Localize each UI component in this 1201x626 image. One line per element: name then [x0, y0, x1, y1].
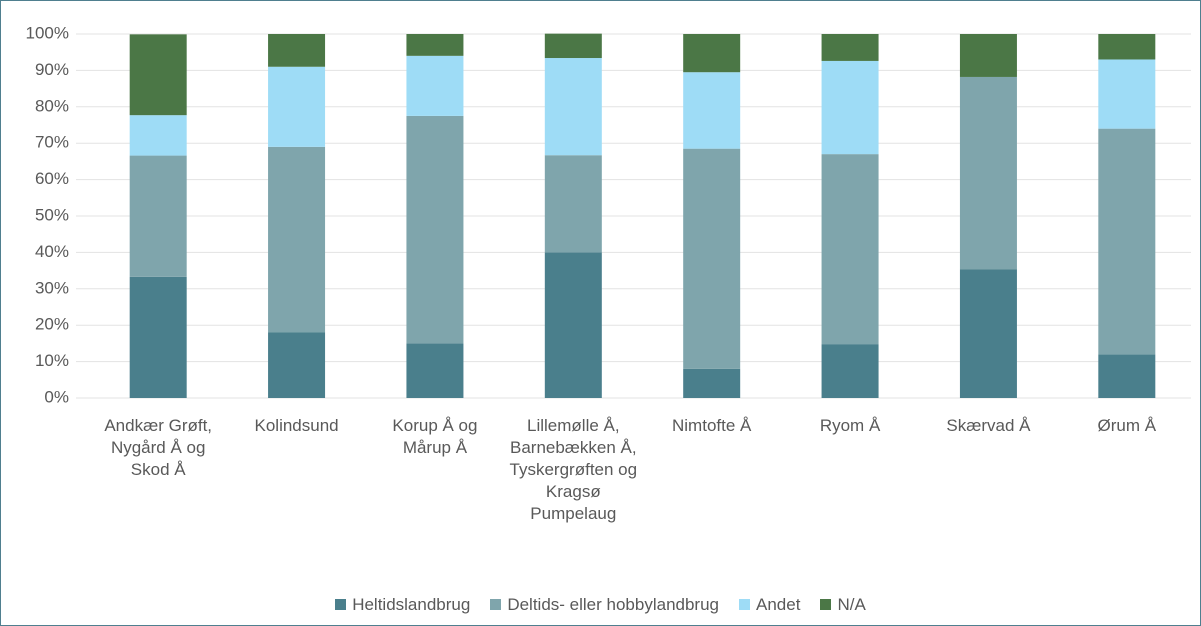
bar-segment	[821, 34, 879, 61]
y-tick-label: 80%	[35, 96, 69, 115]
bar-segment	[544, 155, 602, 253]
y-tick-label: 10%	[35, 351, 69, 370]
bar-segment	[821, 344, 879, 398]
bar-segment	[1098, 34, 1156, 60]
x-tick-label: Skærvad Å	[946, 416, 1031, 435]
y-tick-label: 50%	[35, 205, 69, 224]
bar-segment	[129, 115, 187, 156]
bar-segment	[406, 115, 464, 344]
x-tick-label: Andkær Grøft, Nygård Å og Skod Å	[104, 416, 213, 479]
legend-label: Andet	[756, 595, 801, 614]
legend-label: Heltidslandbrug	[352, 595, 471, 614]
x-tick-label: Nimtofte Å	[672, 416, 752, 435]
legend-swatch	[490, 599, 502, 610]
legend-swatch	[739, 599, 751, 610]
legend-swatch	[335, 599, 347, 610]
bar-segment	[959, 269, 1017, 398]
x-tick-label: Ryom Å	[819, 416, 881, 435]
bar-segment	[821, 60, 879, 155]
bar-segment	[683, 368, 741, 398]
bar-segment	[268, 332, 326, 398]
bar-segment	[683, 148, 741, 369]
legend-label: N/A	[837, 595, 866, 614]
bar-segment	[406, 34, 464, 56]
bar-segment	[821, 154, 879, 345]
legend-item: N/A	[820, 595, 866, 615]
legend: Heltidslandbrug Deltids- eller hobbylandb…	[1, 595, 1200, 615]
bar-segment	[1098, 128, 1156, 355]
bar-segment	[129, 276, 187, 398]
bar-segment	[268, 146, 326, 333]
bar-segment	[129, 34, 187, 116]
y-tick-label: 20%	[35, 315, 69, 334]
bar-segment	[268, 66, 326, 147]
y-tick-label: 100%	[26, 23, 69, 42]
legend-item: Andet	[739, 595, 800, 615]
legend-item: Heltidslandbrug	[335, 595, 470, 615]
bar-segment	[959, 76, 1017, 270]
y-tick-label: 70%	[35, 133, 69, 152]
bar-segment	[959, 34, 1017, 77]
bar-segment	[406, 343, 464, 398]
x-tick-label: Kolindsund	[254, 416, 339, 435]
bar-segment	[683, 72, 741, 149]
bar-segment	[683, 34, 741, 73]
bar-segment	[268, 34, 326, 67]
x-tick-label: Ørum Å	[1097, 416, 1157, 435]
y-tick-label: 60%	[35, 169, 69, 188]
bar-segment	[406, 55, 464, 116]
legend-item: Deltids- eller hobbylandbrug	[490, 595, 719, 615]
bar-segment	[544, 252, 602, 398]
y-tick-label: 90%	[35, 60, 69, 79]
y-tick-label: 40%	[35, 242, 69, 261]
bar-segment	[1098, 354, 1156, 398]
bar-segment	[544, 58, 602, 156]
legend-label: Deltids- eller hobbylandbrug	[507, 595, 720, 614]
legend-swatch	[820, 599, 832, 610]
y-tick-label: 30%	[35, 278, 69, 297]
bar-segment	[1098, 59, 1156, 129]
bar-segment	[544, 33, 602, 59]
x-tick-label: Lillemølle Å, Barnebækken Å, Tyskergrøft…	[509, 416, 638, 523]
y-tick-label: 0%	[44, 387, 69, 406]
x-tick-label: Korup Å og Mårup Å	[392, 416, 478, 457]
bar-segment	[129, 155, 187, 277]
